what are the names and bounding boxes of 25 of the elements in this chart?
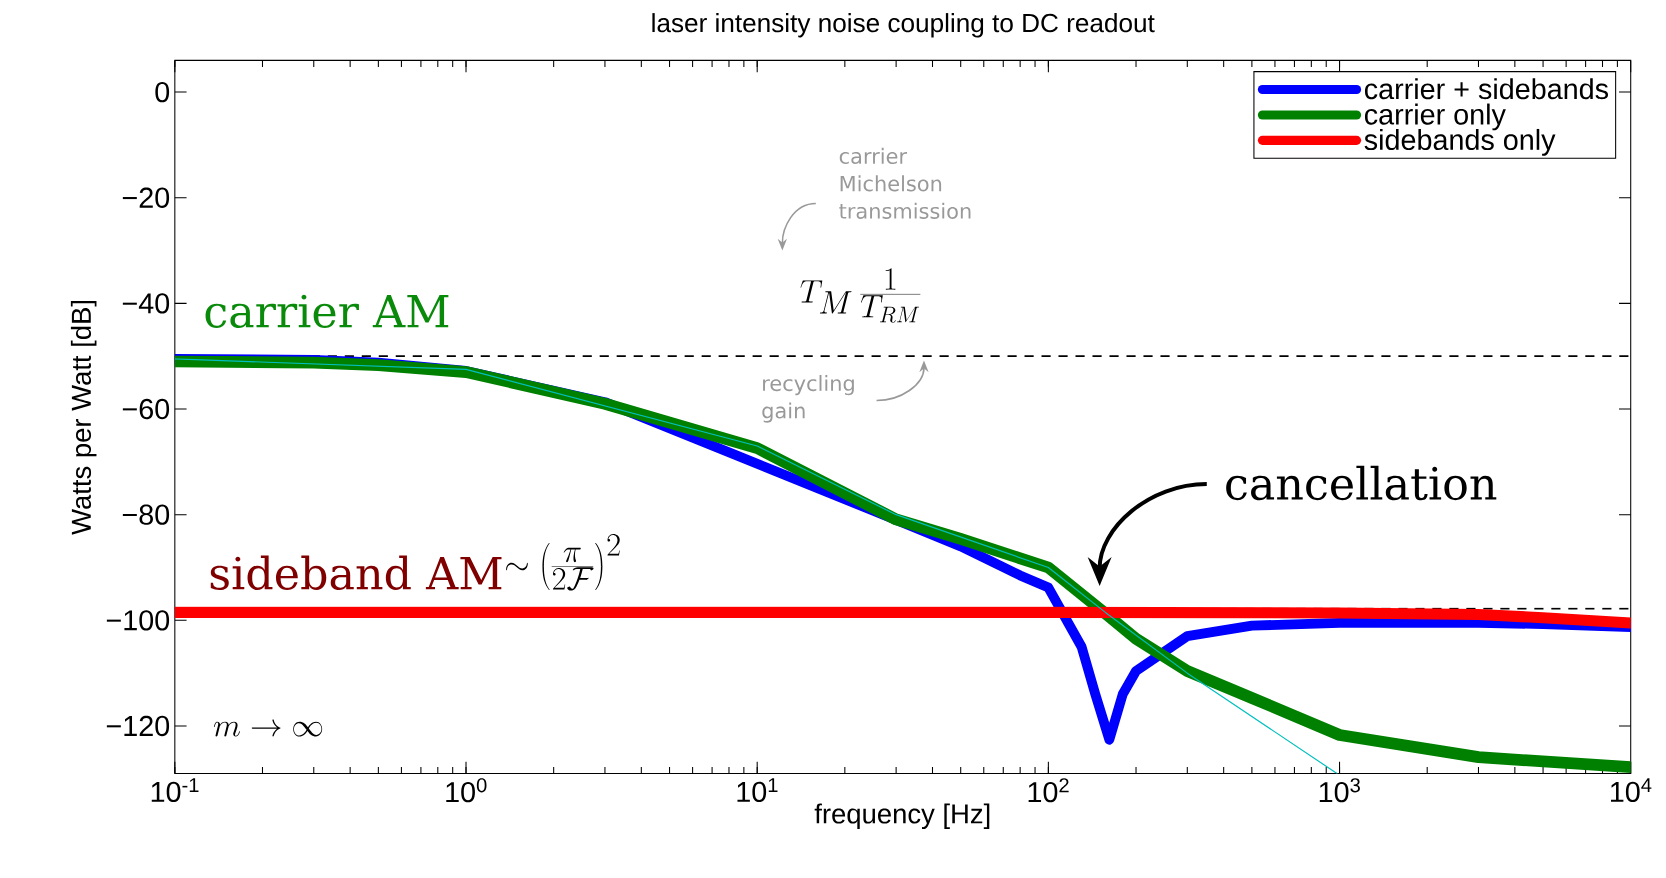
x-tick-label: 10$^{4}$ xyxy=(1610,777,1652,802)
y-tick-label: 0 xyxy=(155,81,170,103)
x-tick-label: 10$^{2}$ xyxy=(1028,777,1069,803)
annotation: recycling gain xyxy=(762,374,854,423)
y-tick-label: −40 xyxy=(122,292,170,314)
x-tick-label: 10$^{-1}$ xyxy=(151,777,199,802)
x-axis-title: frequency [Hz] xyxy=(814,803,990,829)
y-tick-label: −60 xyxy=(122,398,170,420)
y-tick-label: −120 xyxy=(106,715,170,736)
x-tick-label: 10$^{0}$ xyxy=(446,777,487,803)
annotation: carrier AM xyxy=(205,294,449,328)
y-tick-label: −80 xyxy=(122,504,170,525)
annotation: $T_M\,\frac{1}{T_{RM}}$ xyxy=(800,267,921,323)
annotation: $m\rightarrow\infty$ xyxy=(213,719,323,737)
y-tick-label: −20 xyxy=(122,187,170,208)
chart-title: laser intensity noise coupling to DC readout xyxy=(652,12,1155,38)
y-axis-title: Watts per Watt [dB] xyxy=(70,300,97,535)
annotation: $\sim\left(\frac{\pi}{2\mathcal{F}}\right)^{2}$ xyxy=(506,533,620,591)
annotation: cancellation xyxy=(1226,465,1497,500)
annotation: sideband AM xyxy=(210,555,502,590)
legend-label: carrier + sidebands xyxy=(1364,77,1609,100)
x-tick-label: 10$^{3}$ xyxy=(1319,777,1360,803)
annotation: carrier Michelson transmission xyxy=(839,147,971,219)
x-tick-label: 10$^{1}$ xyxy=(737,777,778,802)
y-tick-label: −100 xyxy=(106,609,170,631)
